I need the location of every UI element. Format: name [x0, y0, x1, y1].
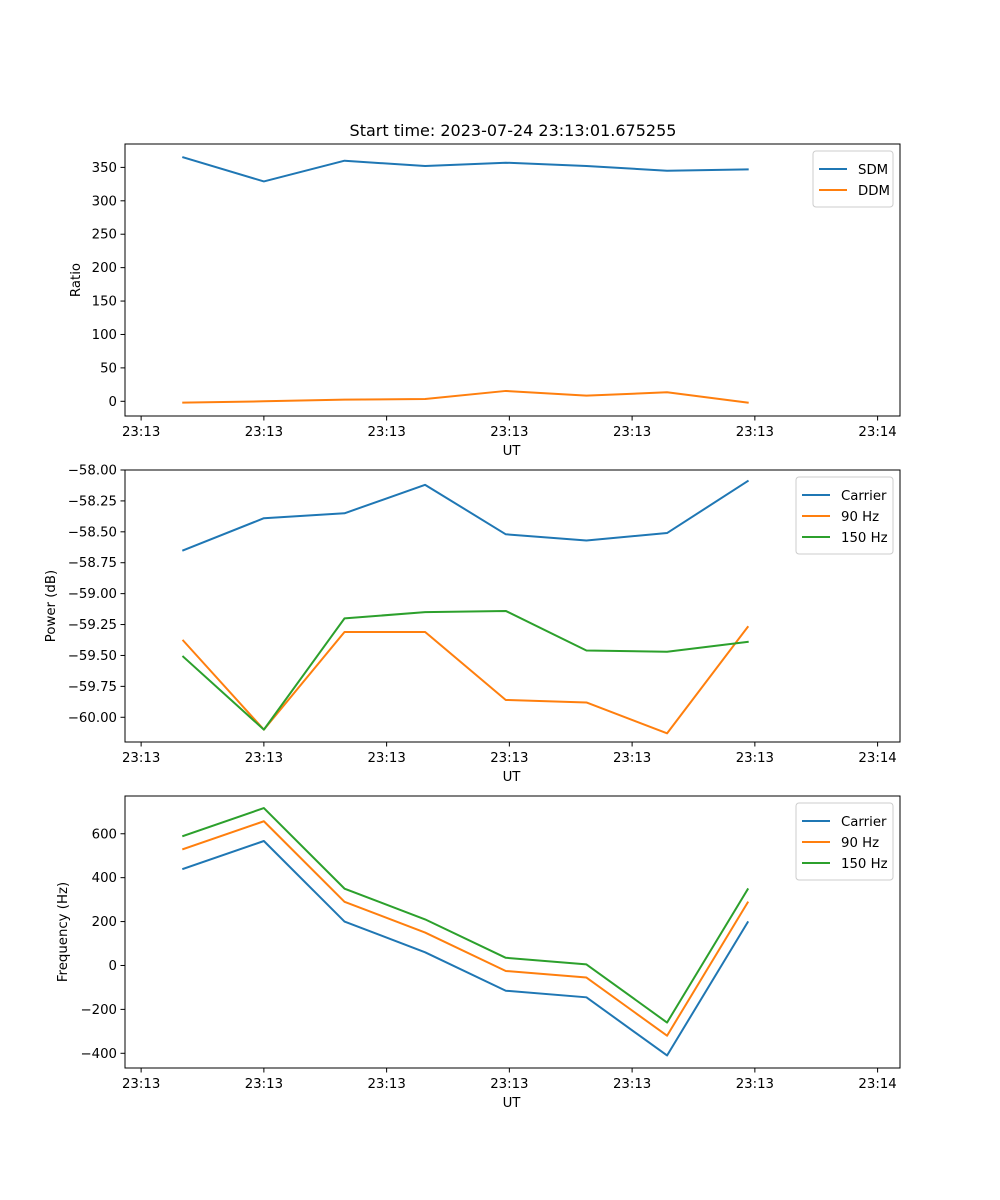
- ratio-y-tick-label: 350: [92, 161, 117, 176]
- frequency-x-tick-label: 23:13: [122, 1077, 160, 1092]
- frequency-y-tick-label: 200: [92, 915, 117, 930]
- power-panel: 23:13 23:13 23:13 23:13 23:13 23:13 23:14 −60.0…: [44, 464, 901, 785]
- power-x-tick-label: 23:13: [245, 751, 283, 766]
- ratio-series-line-ddm: [182, 389, 749, 404]
- ratio-legend-label: SDM: [858, 163, 888, 178]
- power-y-tick-label: −58.75: [68, 556, 117, 571]
- ratio-y-tick-label: 250: [92, 228, 117, 243]
- frequency-legend: Carrier 90 Hz 150 Hz: [795, 802, 894, 881]
- power-y-tick-label: −59.25: [68, 618, 117, 633]
- power-y-tick-label: −59.50: [68, 649, 117, 664]
- ratio-axes-frame: [124, 143, 901, 417]
- frequency-y-tick-label: 400: [92, 871, 117, 886]
- frequency-x-axis-label: UT: [503, 1096, 522, 1111]
- power-legend-label: 150 Hz: [841, 531, 888, 546]
- power-y-axis-label: Power (dB): [44, 570, 59, 642]
- frequency-series-line-150-hz: [181, 807, 750, 1024]
- frequency-x-tick-label: 23:13: [736, 1077, 774, 1092]
- ratio-legend-box: [812, 150, 894, 208]
- power-series-line-90-hz: [181, 625, 750, 735]
- figure-title: Start time: 2023-07-24 23:13:01.675255: [350, 121, 677, 140]
- power-y-tick-label: −59.75: [68, 680, 117, 695]
- frequency-y-tick-label: 0: [109, 959, 117, 974]
- ratio-x-tick-label: 23:13: [122, 425, 160, 440]
- ratio-x-tick-label: 23:14: [858, 425, 896, 440]
- frequency-legend-label: 90 Hz: [841, 836, 879, 851]
- frequency-x-tick-label: 23:13: [245, 1077, 283, 1092]
- frequency-y-axis-label: Frequency (Hz): [56, 882, 71, 982]
- power-legend-label: 90 Hz: [841, 510, 879, 525]
- ratio-x-tick-label: 23:13: [245, 425, 283, 440]
- power-x-tick-label: 23:13: [613, 751, 651, 766]
- frequency-legend-box: [795, 802, 894, 881]
- frequency-series-line-carrier: [181, 840, 750, 1057]
- power-y-tick-label: −59.00: [68, 587, 117, 602]
- ratio-y-axis-label: Ratio: [69, 263, 84, 297]
- power-series-line-150-hz: [181, 609, 749, 731]
- power-y-tick-label: −58.50: [68, 525, 117, 540]
- ratio-y-tick-label: 50: [100, 361, 117, 376]
- ratio-series-line-sdm: [181, 156, 749, 183]
- ratio-x-tick-label: 23:13: [736, 425, 774, 440]
- ratio-y-tick-label: 150: [92, 295, 117, 310]
- ratio-x-tick-label: 23:13: [367, 425, 405, 440]
- power-legend-box: [795, 476, 894, 555]
- power-legend: Carrier 90 Hz 150 Hz: [795, 476, 894, 555]
- ratio-legend-label: DDM: [858, 184, 890, 199]
- ratio-y-tick-label: 100: [92, 328, 117, 343]
- frequency-x-tick-label: 23:14: [858, 1077, 896, 1092]
- power-legend-label: Carrier: [841, 489, 887, 504]
- frequency-y-tick-label: −200: [80, 1003, 117, 1018]
- frequency-x-tick-label: 23:13: [367, 1077, 405, 1092]
- power-x-tick-label: 23:13: [367, 751, 405, 766]
- frequency-axes-frame: [124, 795, 901, 1069]
- frequency-x-tick-label: 23:13: [613, 1077, 651, 1092]
- power-axes-frame: [124, 469, 901, 743]
- power-x-tick-label: 23:13: [736, 751, 774, 766]
- power-y-tick-label: −60.00: [68, 711, 117, 726]
- ratio-panel: 23:13 23:13 23:13 23:13 23:13 23:13 23:14 0 50 10…: [69, 143, 901, 459]
- ratio-x-axis-label: UT: [503, 444, 522, 459]
- frequency-legend-label: Carrier: [841, 815, 887, 830]
- frequency-legend-label: 150 Hz: [841, 857, 888, 872]
- frequency-series-line-90-hz: [181, 820, 750, 1037]
- power-y-tick-label: −58.25: [68, 494, 117, 509]
- power-x-tick-label: 23:14: [858, 751, 896, 766]
- ratio-y-tick-label: 0: [109, 395, 117, 410]
- ratio-y-tick-label: 300: [92, 194, 117, 209]
- power-x-axis-label: UT: [503, 770, 522, 785]
- frequency-panel: 23:13 23:13 23:13 23:13 23:13 23:13 23:14 −400 −…: [56, 795, 901, 1111]
- ratio-y-tick-label: 200: [92, 261, 117, 276]
- ratio-x-tick-label: 23:13: [490, 425, 528, 440]
- frequency-y-tick-label: −400: [80, 1047, 117, 1062]
- ratio-x-tick-label: 23:13: [613, 425, 651, 440]
- frequency-y-tick-label: 600: [92, 827, 117, 842]
- power-series-line-carrier: [181, 479, 750, 552]
- power-y-tick-label: −58.00: [68, 464, 117, 479]
- frequency-x-tick-label: 23:13: [490, 1077, 528, 1092]
- power-x-tick-label: 23:13: [490, 751, 528, 766]
- ratio-legend: SDM DDM: [812, 150, 894, 208]
- power-x-tick-label: 23:13: [122, 751, 160, 766]
